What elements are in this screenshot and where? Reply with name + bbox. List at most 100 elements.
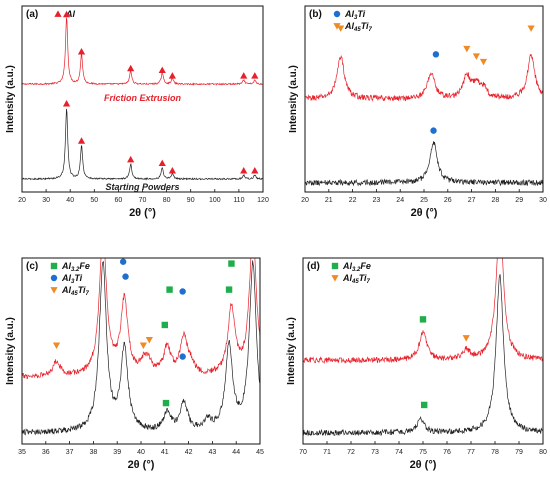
x-axis-label: 2θ (°): [128, 459, 155, 471]
x-tick-label: 71: [323, 449, 331, 456]
x-tick-label: 80: [539, 449, 547, 456]
peak-marker-tri-down: [472, 53, 480, 60]
x-tick-label: 39: [113, 449, 121, 456]
x-tick-label: 37: [66, 449, 74, 456]
panel-label: (d): [307, 261, 320, 272]
peak-marker-tri-down: [527, 25, 535, 32]
legend-subscript: 45: [353, 27, 361, 33]
legend-entry: Al3.2Fe: [342, 261, 371, 273]
x-tick-label: 26: [444, 197, 452, 204]
x-axis-label: 2θ (°): [411, 207, 438, 219]
peak-marker-triangle: [127, 64, 135, 72]
x-tick-label: 72: [347, 449, 355, 456]
x-tick-label: 24: [396, 197, 404, 204]
series-line-friction-extrusion: [22, 258, 260, 380]
x-tick-label: 36: [42, 449, 50, 456]
x-tick-label: 20: [18, 197, 26, 204]
x-tick-label: 42: [185, 449, 193, 456]
peak-marker-circle: [432, 51, 440, 58]
peak-marker-circle: [122, 273, 129, 280]
series-line-friction-extrusion: [305, 53, 543, 102]
x-tick-label: 40: [66, 197, 74, 204]
x-tick-label: 110: [233, 197, 244, 204]
peak-marker-square: [161, 321, 168, 329]
legend-subscript-2: 7: [367, 279, 371, 285]
x-tick-label: 77: [467, 449, 475, 456]
peak-marker-square: [419, 316, 427, 323]
legend-marker: [331, 275, 339, 282]
legend-marker: [50, 262, 58, 270]
y-axis-label: Intensity (a.u.): [5, 65, 16, 133]
panel-d: 70 71 72 73 74 75 76 77 78 79 80 2θ (°) Intensity (a…: [286, 257, 547, 471]
x-tick-label: 73: [371, 449, 379, 456]
x-tick-label: 41: [161, 449, 169, 456]
x-tick-label: 20: [301, 197, 309, 204]
series-group: [22, 258, 260, 436]
peak-marker-square: [421, 401, 428, 409]
legend-suffix: Ti: [361, 21, 369, 31]
peak-marker-circle: [119, 258, 127, 265]
series-line-starting-powders: [22, 108, 263, 181]
plot-frame: [302, 257, 544, 445]
x-tick-label: 38: [90, 449, 98, 456]
legend-subscript: 3: [354, 15, 358, 21]
y-axis-label: Intensity (a.u.): [288, 65, 299, 133]
legend-marker: [331, 262, 339, 270]
legend-entry: Al3.2Fe: [61, 261, 90, 273]
peak-marker-square: [228, 260, 235, 267]
peak-marker-circle: [430, 127, 437, 134]
series-line-starting-powders: [303, 274, 543, 437]
x-tick-label: 35: [18, 449, 26, 456]
legend-entry: Al: [65, 9, 75, 19]
series-group: [22, 17, 263, 181]
peak-marker-triangle: [77, 137, 86, 144]
x-tick-label: 75: [419, 449, 427, 456]
x-axis-label: 2θ (°): [129, 207, 156, 219]
legend-subscript-2: 7: [86, 291, 90, 297]
legend-suffix: Ti: [359, 273, 367, 283]
legend-entry: Al45Ti7: [342, 273, 371, 285]
peak-marker-circle: [179, 353, 186, 360]
peak-marker-triangle: [77, 47, 86, 55]
plot-frame: [21, 257, 261, 445]
peak-marker-tri-down: [463, 45, 471, 53]
panel-a: 20 30 40 50 60 70 80 90 100 110 120 2θ (°) Intensity…: [5, 5, 269, 219]
peak-marker-triangle: [168, 72, 176, 79]
x-tick-label: 30: [42, 197, 50, 204]
peak-marker-circle: [179, 288, 186, 295]
x-tick-label: 100: [209, 197, 221, 204]
legend-subscript: 3.2: [352, 267, 361, 273]
legend-suffix: Fe: [360, 261, 371, 271]
series-annotation: Friction Extrusion: [104, 93, 182, 103]
legend-label: Al: [342, 273, 352, 283]
peak-marker-triangle: [240, 167, 248, 174]
legend-entry: Al45Ti7: [61, 285, 90, 297]
x-tick-label: 78: [491, 449, 499, 456]
peak-marker-tri-down: [52, 342, 61, 350]
legend-entry: Al3Ti: [344, 9, 366, 21]
legend-marker: [50, 287, 58, 294]
x-tick-label: 23: [373, 197, 381, 204]
legend-label: Al: [61, 261, 71, 271]
panel-label: (c): [26, 261, 38, 272]
x-tick-label: 29: [515, 197, 523, 204]
legend-subscript: 45: [351, 279, 359, 285]
peak-marker-triangle: [251, 167, 259, 174]
legend-suffix: Ti: [357, 9, 365, 19]
peak-marker-triangle: [127, 155, 135, 163]
legend-marker: [54, 10, 62, 17]
x-tick-label: 76: [443, 449, 451, 456]
legend-marker: [333, 23, 341, 30]
x-tick-label: 25: [420, 197, 428, 204]
x-tick-label: 21: [325, 197, 333, 204]
series-line-starting-powders: [22, 260, 260, 436]
legend-subscript: 3: [71, 279, 75, 285]
legend-entry: Al45Ti7: [344, 21, 373, 33]
peak-marker-triangle: [240, 72, 248, 79]
legend-label: Al: [65, 9, 75, 19]
series-annotation: Starting Powders: [105, 182, 179, 192]
legend-label: Al: [344, 21, 354, 31]
peak-marker-square: [166, 286, 173, 293]
panel-b: 20 21 22 23 24 25 26 27 28 29 30 2θ (°) Intensity (a…: [288, 5, 547, 219]
